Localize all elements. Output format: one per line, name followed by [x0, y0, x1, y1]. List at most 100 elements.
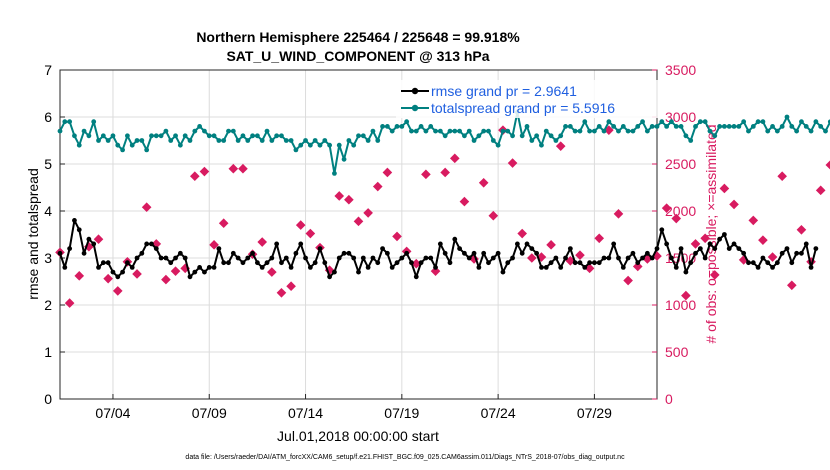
rmse-point: [437, 241, 443, 247]
rmse-point: [86, 236, 92, 242]
totalspread-point: [230, 128, 236, 134]
chart-title-line-1: Northern Hemisphere 225464 / 225648 = 99…: [196, 29, 520, 45]
rmse-point: [447, 260, 453, 266]
totalspread-point: [182, 133, 188, 139]
totalspread-point: [611, 124, 617, 129]
rmse-point: [577, 260, 583, 266]
totalspread-point: [760, 119, 766, 125]
rmse-point: [495, 250, 501, 256]
totalspread-point: [644, 128, 650, 134]
rmse-point: [360, 255, 366, 261]
rmse-point: [620, 265, 626, 270]
rmse-point: [683, 269, 689, 275]
rmse-point: [327, 274, 333, 280]
totalspread-point: [774, 128, 780, 134]
rmse-point: [649, 255, 655, 261]
rmse-point: [96, 265, 101, 270]
rmse-point: [322, 260, 328, 266]
totalspread-point: [384, 124, 390, 129]
right-tick-label: 3500: [665, 62, 696, 78]
totalspread-point: [255, 133, 260, 139]
totalspread-point: [221, 138, 227, 143]
rmse-point: [250, 250, 255, 256]
left-tick-label: 3: [44, 250, 52, 266]
rmse-point: [794, 250, 800, 256]
totalspread-point: [486, 128, 491, 134]
rmse-point: [293, 250, 299, 256]
rmse-point: [187, 274, 193, 280]
obs-count-marker: [257, 237, 268, 247]
totalspread-point: [500, 128, 506, 134]
rmse-point: [596, 260, 602, 266]
obs-count-marker: [767, 252, 778, 262]
rmse-point: [240, 260, 246, 266]
totalspread-point: [596, 124, 602, 129]
rmse-point: [760, 255, 766, 261]
rmse-point: [702, 255, 708, 261]
totalspread-point: [567, 124, 573, 129]
totalspread-point: [81, 128, 87, 134]
rmse-point: [202, 269, 207, 275]
totalspread-point: [539, 142, 544, 148]
totalspread-point: [139, 138, 145, 143]
rmse-point: [428, 255, 434, 261]
totalspread-point: [688, 138, 694, 143]
rmse-point: [592, 260, 597, 266]
rmse-point: [105, 260, 111, 266]
rmse-point: [481, 250, 487, 256]
totalspread-point: [274, 133, 280, 139]
rmse-point: [779, 250, 785, 256]
rmse-point: [139, 250, 145, 256]
totalspread-point: [351, 142, 357, 148]
obs-count-marker: [238, 163, 248, 174]
rmse-point: [245, 255, 251, 261]
rmse-point: [76, 227, 82, 233]
totalspread-point: [789, 124, 795, 129]
rmse-point: [404, 250, 410, 256]
totalspread-point: [784, 114, 790, 120]
totalspread-point: [669, 119, 674, 125]
rmse-point: [587, 260, 592, 266]
totalspread-point: [288, 138, 294, 143]
totalspread-point: [144, 147, 150, 153]
totalspread-point: [120, 147, 125, 153]
totalspread-point: [746, 128, 751, 134]
rmse-point: [770, 265, 775, 270]
totalspread-point: [360, 133, 366, 139]
plot-area: [60, 70, 657, 399]
totalspread-point: [702, 119, 708, 125]
rmse-point: [712, 246, 718, 252]
rmse-point: [134, 255, 140, 261]
totalspread-point: [332, 171, 337, 176]
obs-count-marker: [825, 160, 830, 170]
totalspread-point: [365, 138, 371, 143]
x-tick-label: 07/24: [481, 405, 516, 421]
right-tick-label: 2000: [665, 203, 696, 219]
obs-count-marker: [93, 234, 104, 245]
totalspread-point: [110, 133, 116, 139]
totalspread-point: [409, 128, 414, 134]
totalspread-point: [336, 142, 342, 148]
totalspread-point: [105, 138, 111, 143]
rmse-point: [462, 250, 467, 256]
totalspread-point: [495, 142, 501, 148]
rmse-point: [264, 260, 270, 266]
totalspread-point: [779, 124, 785, 129]
legend-rmse-marker: [411, 87, 419, 95]
obs-count-marker: [392, 231, 402, 242]
totalspread-point: [197, 124, 203, 129]
rmse-point: [635, 260, 641, 266]
rmse-point: [336, 255, 342, 261]
totalspread-point: [577, 128, 583, 134]
totalspread-point: [712, 133, 718, 139]
left-axis-ticks: 0 1 2 3 4 5 6 7: [44, 62, 65, 407]
rmse-point: [726, 246, 732, 252]
rmse-point: [413, 274, 419, 280]
left-tick-label: 6: [44, 109, 52, 125]
rmse-point: [553, 255, 559, 261]
totalspread-point: [803, 124, 809, 129]
totalspread-point: [380, 124, 385, 129]
totalspread-point: [293, 147, 299, 153]
rmse-point: [717, 236, 722, 242]
obs-count-marker: [411, 258, 422, 269]
